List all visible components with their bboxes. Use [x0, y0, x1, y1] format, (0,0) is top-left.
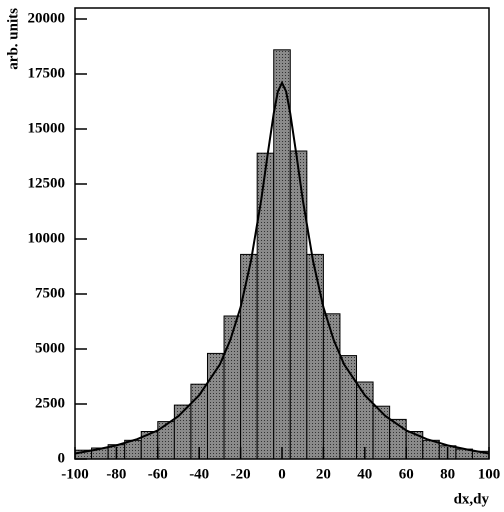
y-tick-label: 10000: [28, 230, 66, 246]
bar: [306, 253, 324, 460]
y-tick-label: 0: [58, 450, 66, 466]
bar: [372, 405, 391, 460]
x-tick-label: -100: [61, 466, 89, 482]
y-axis-label: arb. units: [5, 8, 21, 70]
x-tick-label: -20: [231, 466, 251, 482]
fit-curve: [74, 80, 490, 455]
y-tick-label: 2500: [35, 395, 65, 411]
x-tick-label: -80: [106, 466, 126, 482]
x-tick-label: -40: [189, 466, 209, 482]
y-tick-label: 7500: [35, 285, 65, 301]
bar: [157, 421, 175, 460]
bar: [223, 315, 242, 460]
x-tick-label: 80: [440, 466, 455, 482]
x-axis-label: dx,dy: [454, 491, 490, 507]
y-tick-label: 5000: [35, 340, 65, 356]
y-tick-label: 20000: [28, 10, 66, 26]
x-tick-label: 40: [357, 466, 372, 482]
y-tick-label: 15000: [28, 120, 66, 136]
bar: [256, 152, 275, 460]
bar: [289, 150, 308, 460]
x-tick-label: 60: [399, 466, 414, 482]
y-tick-label: 12500: [28, 175, 66, 191]
bar: [240, 253, 258, 460]
x-tick-label: -60: [148, 466, 168, 482]
x-tick-label: 0: [278, 466, 286, 482]
y-tick-label: 17500: [28, 65, 66, 81]
x-tick-label: 20: [316, 466, 331, 482]
bar: [273, 49, 291, 460]
x-tick-label: 100: [478, 466, 501, 482]
